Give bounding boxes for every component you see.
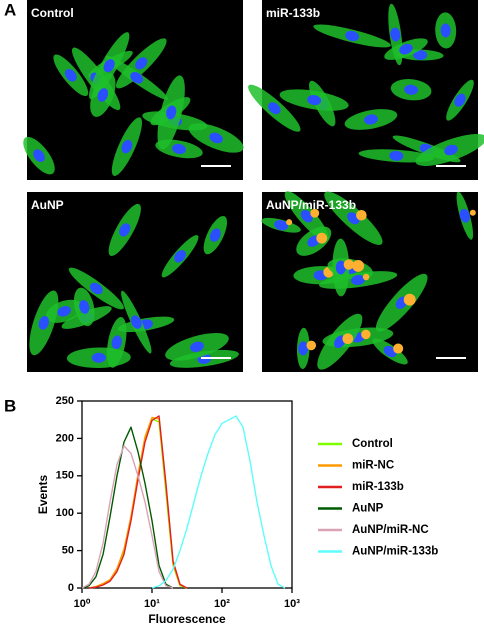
nucleus [111, 335, 122, 350]
nucleus [389, 150, 404, 161]
y-tick-label: 100 [56, 507, 74, 519]
nucleus [351, 274, 366, 286]
x-tick-label: 10¹ [144, 598, 160, 610]
legend-label: miR-133b [352, 481, 404, 493]
nucleus [335, 260, 346, 275]
micrographs: Control miR-133b AuNP AuNP/miR-133b [23, 0, 484, 372]
nucleus [38, 316, 50, 330]
particle [356, 209, 367, 221]
nucleus [459, 208, 470, 223]
nucleus [174, 250, 187, 263]
series-line [151, 415, 286, 589]
x-tick-label: 10² [214, 598, 230, 610]
particle [316, 232, 328, 244]
nucleus [390, 27, 401, 42]
particle [342, 333, 354, 345]
nucleus [130, 72, 144, 84]
series-line [81, 445, 174, 589]
particle [403, 293, 416, 306]
legend-label: AuNP/miR-NC [352, 524, 429, 536]
nucleus [64, 68, 77, 82]
series-line [88, 415, 188, 589]
y-tick-label: 250 [56, 395, 74, 407]
nucleus [404, 84, 419, 95]
image-label: AuNP [31, 198, 64, 212]
particle [393, 343, 404, 354]
particle [362, 273, 370, 281]
nucleus [209, 132, 223, 144]
panel-letter: B [4, 396, 16, 415]
legend-label: AuNP [352, 503, 384, 515]
legend-label: miR-NC [352, 460, 394, 472]
nucleus [90, 282, 103, 295]
plot-frame [81, 400, 293, 589]
nucleus [172, 143, 186, 155]
nucleus [440, 23, 451, 38]
nucleus [190, 341, 204, 352]
x-tick-label: 10³ [284, 598, 300, 610]
nucleus [345, 30, 360, 42]
legend-label: Control [352, 438, 393, 450]
particle [361, 329, 371, 340]
nucleus [97, 88, 109, 102]
nucleus [103, 59, 115, 73]
image-label: miR-133b [266, 6, 320, 20]
micrograph: AuNP/miR-133b [261, 191, 478, 372]
micrograph: Control [23, 0, 244, 180]
nucleus [166, 105, 177, 120]
y-tick-label: 0 [68, 582, 74, 594]
nucleus [91, 352, 106, 363]
micrograph-background [27, 0, 243, 180]
image-label: AuNP/miR-133b [266, 198, 356, 212]
image-label: Control [31, 6, 74, 20]
histogram: 0 50 100 150 200 250 10⁰ 10¹ 10² 10³ Fluorescence E… [36, 395, 438, 626]
y-tick-label: 150 [56, 470, 74, 482]
nucleus [274, 220, 288, 231]
particle [310, 208, 320, 218]
nucleus [364, 114, 378, 125]
nucleus [298, 341, 309, 356]
micrograph: miR-133b [248, 0, 484, 180]
nucleus [33, 149, 45, 162]
nucleus [268, 102, 281, 115]
nucleus [413, 49, 428, 60]
particle [306, 340, 317, 351]
nucleus [399, 43, 413, 55]
y-tick-label: 50 [62, 545, 74, 557]
y-axis-title: Events [36, 475, 50, 515]
nucleus [454, 93, 466, 107]
series-line [81, 426, 174, 589]
particle [286, 219, 293, 226]
x-tick-label: 10⁰ [74, 598, 91, 610]
nucleus [209, 228, 221, 242]
nucleus [79, 299, 90, 314]
nucleus [57, 306, 71, 317]
nucleus [307, 94, 322, 106]
nucleus [135, 57, 148, 70]
micrograph: AuNP [27, 192, 243, 372]
panel-letter: A [4, 0, 16, 19]
series-line [88, 416, 188, 589]
particle [352, 260, 365, 272]
x-axis-title: Fluorescence [148, 612, 226, 626]
nucleus [119, 223, 131, 237]
nucleus [444, 144, 458, 156]
particle [343, 259, 354, 270]
nucleus [300, 209, 313, 223]
y-tick-label: 200 [56, 432, 74, 444]
particle [469, 209, 476, 216]
nucleus [130, 315, 142, 329]
nucleus [121, 139, 133, 154]
legend-label: AuNP/miR-133b [352, 546, 438, 558]
